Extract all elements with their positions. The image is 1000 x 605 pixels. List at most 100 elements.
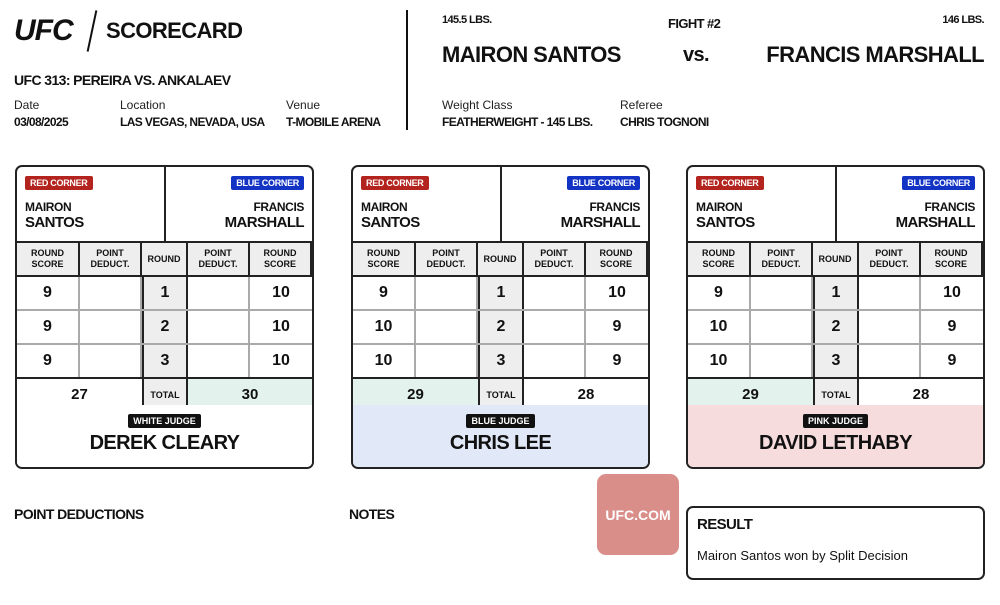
blue-first-name: FRANCIS (589, 200, 640, 214)
blue-first-name: FRANCIS (924, 200, 975, 214)
round-number: 2 (142, 311, 188, 343)
blue-point-deduction (859, 311, 921, 343)
location-label: Location (120, 98, 166, 112)
red-corner: RED CORNER MAIRON SANTOS (17, 167, 166, 243)
blue-round-score: 10 (608, 284, 626, 301)
weight-class-value: FEATHERWEIGHT - 145 LBS. (442, 115, 593, 129)
header-point-deduct: POINT DEDUCT. (524, 243, 586, 275)
blue-point-deduction (188, 277, 250, 309)
red-round-score: 10 (353, 311, 416, 343)
header-point-deduct: POINT DEDUCT. (751, 243, 813, 275)
blue-round-score: 10 (943, 284, 961, 301)
header-round-score: ROUND SCORE (250, 243, 312, 275)
event-title: UFC 313: PEREIRA VS. ANKALAEV (14, 72, 231, 88)
header-round: ROUND (142, 243, 188, 275)
judge-tag: BLUE JUDGE (466, 414, 535, 428)
red-point-deduction (751, 311, 813, 343)
blue-weight: 146 LBS. (942, 14, 984, 26)
column-headers: ROUND SCORE POINT DEDUCT. ROUND POINT DE… (688, 243, 983, 277)
red-point-deduction (751, 277, 813, 309)
red-round-score: 9 (353, 277, 416, 309)
blue-round-score: 10 (272, 284, 290, 301)
blue-corner: BLUE CORNER FRANCIS MARSHALL (837, 167, 983, 243)
red-point-deduction (751, 345, 813, 377)
blue-corner-tag: BLUE CORNER (902, 176, 975, 190)
blue-corner: BLUE CORNER FRANCIS MARSHALL (502, 167, 648, 243)
blue-round-score: 10 (272, 352, 290, 369)
point-deductions-heading: POINT DEDUCTIONS (14, 506, 144, 522)
judge-section: BLUE JUDGE CHRIS LEE (353, 405, 648, 467)
round-row: 9 1 10 (353, 277, 648, 311)
red-first-name: MAIRON (25, 200, 72, 214)
red-round-score: 9 (17, 311, 80, 343)
blue-point-deduction (524, 345, 586, 377)
round-number: 3 (142, 345, 188, 377)
red-round-score: 10 (353, 345, 416, 377)
total-row: 29 TOTAL 28 (353, 379, 648, 412)
total-label: TOTAL (142, 379, 188, 410)
header-round: ROUND (478, 243, 524, 275)
blue-point-deduction (524, 311, 586, 343)
blue-fighter-name: FRANCIS MARSHALL (766, 42, 984, 67)
ufc-logo: UFC (14, 14, 74, 47)
red-fighter-name: MAIRON SANTOS (442, 42, 621, 67)
red-corner-tag: RED CORNER (361, 176, 429, 190)
weight-class-label: Weight Class (442, 98, 513, 112)
red-corner-tag: RED CORNER (696, 176, 764, 190)
round-number: 2 (478, 311, 524, 343)
blue-total: 28 (577, 386, 595, 403)
red-corner-tag: RED CORNER (25, 176, 93, 190)
blue-last-name: MARSHALL (224, 214, 305, 231)
page-title: SCORECARD (106, 18, 243, 43)
red-point-deduction (80, 345, 142, 377)
ufc-com-link[interactable]: UFC.COM (597, 474, 679, 555)
result-box: RESULT Mairon Santos won by Split Decisi… (686, 506, 985, 580)
round-row: 9 1 10 (17, 277, 312, 311)
location-value: LAS VEGAS, NEVADA, USA (120, 115, 265, 129)
round-row: 9 1 10 (688, 277, 983, 311)
header-divider (406, 10, 408, 130)
result-text: Mairon Santos won by Split Decision (697, 548, 908, 563)
column-headers: ROUND SCORE POINT DEDUCT. ROUND POINT DE… (17, 243, 312, 277)
blue-corner: BLUE CORNER FRANCIS MARSHALL (166, 167, 312, 243)
date-value: 03/08/2025 (14, 115, 69, 129)
total-row: 29 TOTAL 28 (688, 379, 983, 412)
blue-point-deduction (859, 277, 921, 309)
round-row: 9 2 10 (17, 311, 312, 345)
result-heading: RESULT (697, 516, 753, 533)
judge-section: PINK JUDGE DAVID LETHABY (688, 405, 983, 467)
red-first-name: MAIRON (696, 200, 743, 214)
referee-value: CHRIS TOGNONI (620, 115, 709, 129)
red-corner: RED CORNER MAIRON SANTOS (688, 167, 837, 243)
red-round-score: 10 (688, 345, 751, 377)
blue-point-deduction (859, 345, 921, 377)
blue-round-score: 9 (947, 352, 957, 369)
round-number: 2 (813, 311, 859, 343)
red-last-name: SANTOS (25, 214, 84, 231)
red-first-name: MAIRON (361, 200, 408, 214)
blue-round-score: 9 (612, 352, 622, 369)
red-corner: RED CORNER MAIRON SANTOS (353, 167, 502, 243)
blue-first-name: FRANCIS (253, 200, 304, 214)
red-total: 27 (71, 386, 88, 403)
vs-label: vs. (683, 44, 710, 66)
blue-round-score: 9 (612, 318, 622, 335)
header-point-deduct: POINT DEDUCT. (188, 243, 250, 275)
venue-label: Venue (286, 98, 321, 112)
red-round-score: 9 (17, 277, 80, 309)
header-round-score: ROUND SCORE (353, 243, 416, 275)
blue-total: 30 (188, 379, 312, 410)
header-round-score: ROUND SCORE (17, 243, 80, 275)
blue-last-name: MARSHALL (895, 214, 976, 231)
red-round-score: 9 (688, 277, 751, 309)
divider (86, 10, 98, 52)
red-point-deduction (416, 345, 478, 377)
header-round-score: ROUND SCORE (921, 243, 983, 275)
header-point-deduct: POINT DEDUCT. (80, 243, 142, 275)
round-row: 10 3 9 (353, 345, 648, 379)
column-headers: ROUND SCORE POINT DEDUCT. ROUND POINT DE… (353, 243, 648, 277)
red-last-name: SANTOS (696, 214, 755, 231)
header-round: ROUND (813, 243, 859, 275)
judge-scorecard: RED CORNER MAIRON SANTOS BLUE CORNER FRA… (686, 165, 985, 469)
red-point-deduction (416, 311, 478, 343)
